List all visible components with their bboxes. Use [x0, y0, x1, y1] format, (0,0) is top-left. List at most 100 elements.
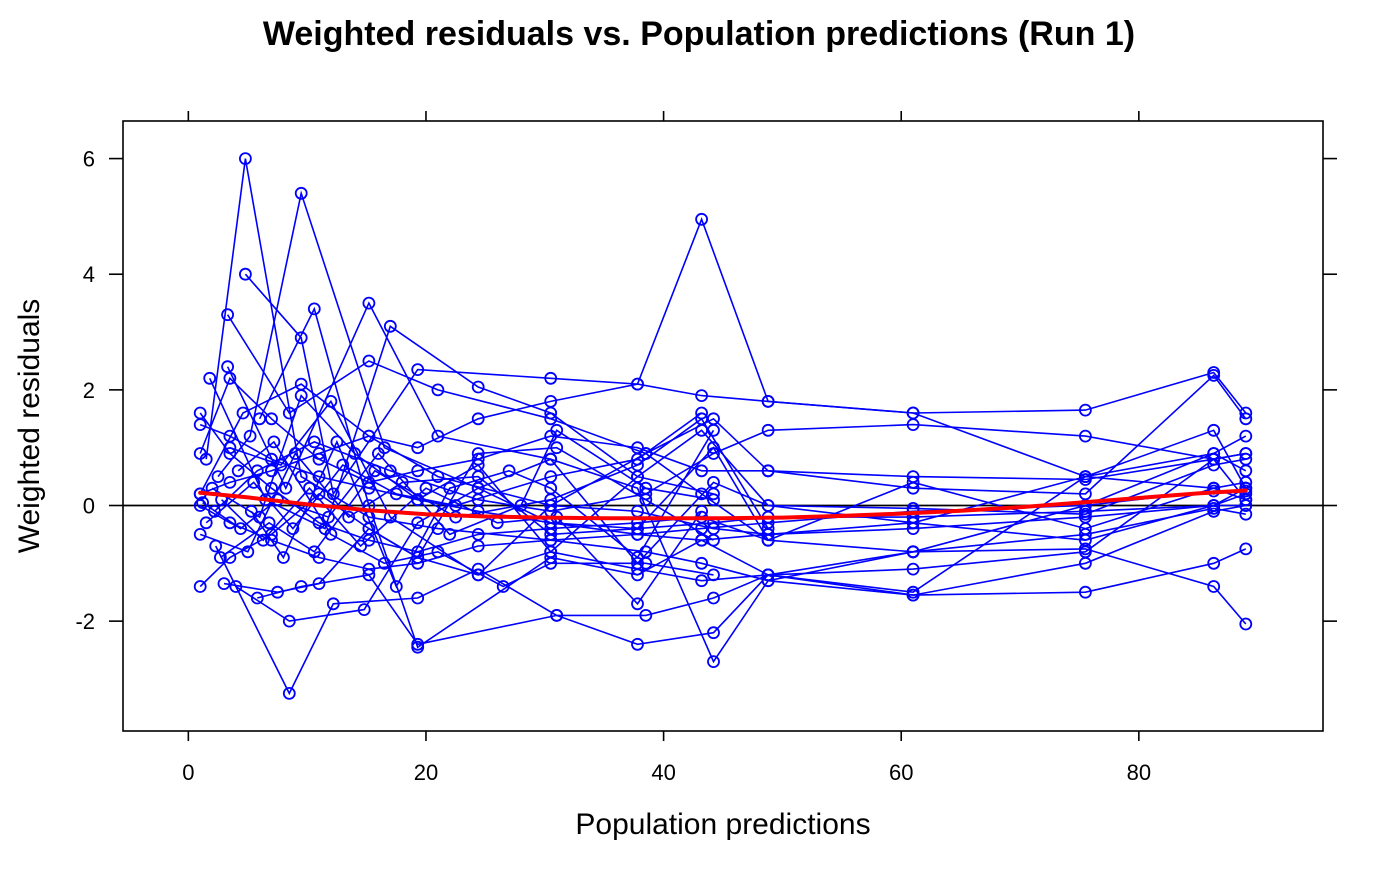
data-point [267, 435, 281, 449]
data-point [906, 562, 920, 576]
data-point [241, 545, 255, 559]
data-point [631, 528, 644, 541]
data-point [199, 516, 213, 530]
data-point [906, 516, 920, 530]
data-point [250, 591, 264, 605]
data-point [695, 212, 708, 226]
data-point [1239, 412, 1253, 426]
data-point [639, 481, 653, 495]
data-point [707, 626, 720, 640]
data-point [324, 528, 338, 541]
data-point [389, 580, 403, 593]
data-point [253, 412, 267, 426]
data-point [411, 591, 425, 605]
data-point [1207, 556, 1221, 570]
data-point [695, 487, 708, 501]
data-point [217, 577, 231, 590]
data-point [342, 510, 356, 524]
data-point [502, 464, 516, 478]
data-point [544, 481, 558, 495]
series-line [221, 486, 703, 606]
series-layer [199, 158, 1247, 696]
data-point [294, 331, 308, 345]
data-point [631, 452, 644, 466]
data-point [294, 470, 308, 484]
data-point [411, 464, 425, 478]
y-tick-label: 0 [83, 494, 95, 519]
data-point [419, 481, 433, 495]
data-point [324, 394, 338, 408]
data-point [389, 487, 403, 501]
data-point [1239, 617, 1253, 631]
data-point [221, 360, 235, 374]
data-point [265, 481, 278, 495]
data-point [223, 475, 237, 489]
data-point [1079, 470, 1092, 484]
data-point [1239, 447, 1253, 460]
x-tick-label: 20 [414, 760, 438, 785]
data-point [307, 545, 321, 559]
data-point [288, 447, 302, 460]
data-point [326, 597, 340, 611]
data-point [761, 394, 775, 408]
data-point [208, 504, 221, 518]
y-tick-label: 6 [83, 147, 95, 172]
x-tick-label: 60 [889, 760, 913, 785]
data-point [411, 637, 425, 651]
data-point [348, 447, 362, 460]
data-point [193, 406, 207, 420]
data-point [312, 470, 326, 484]
data-point [234, 522, 248, 535]
data-point [362, 475, 376, 489]
data-point [223, 516, 237, 530]
data-point [1239, 481, 1253, 495]
data-point [265, 528, 278, 541]
data-point [544, 371, 558, 385]
data-point [371, 447, 385, 460]
data-point [1207, 580, 1221, 593]
data-point [221, 308, 235, 322]
data-point [199, 452, 213, 466]
data-point [544, 406, 558, 420]
data-point [695, 533, 708, 547]
data-point [431, 470, 445, 484]
data-point [312, 577, 326, 590]
data-point [695, 406, 708, 420]
data-point [550, 423, 564, 437]
data-point [631, 556, 644, 570]
data-point [238, 152, 252, 166]
data-point [231, 464, 245, 478]
data-point [906, 475, 920, 489]
data-point [250, 464, 264, 478]
data-point [471, 412, 485, 426]
data-point [203, 371, 217, 385]
data-point [471, 447, 485, 460]
y-tick-label: 2 [83, 378, 95, 403]
data-point [431, 383, 445, 397]
data-point [223, 371, 237, 385]
data-point [307, 435, 321, 449]
series-line [205, 158, 1246, 596]
data-point [244, 504, 258, 518]
data-point [243, 429, 257, 443]
data-point [294, 389, 308, 403]
data-point [229, 580, 243, 593]
data-point [209, 539, 223, 553]
data-point [544, 412, 558, 426]
data-point [707, 441, 720, 455]
data-point [471, 452, 485, 466]
data-point [1207, 452, 1221, 466]
chart-title: Weighted residuals vs. Population predic… [263, 15, 1135, 53]
series-line [199, 446, 1246, 553]
y-tick-label: 4 [83, 262, 95, 287]
data-point [906, 585, 920, 599]
data-point [330, 435, 344, 449]
x-tick-label: 80 [1127, 760, 1151, 785]
series-line [226, 301, 1247, 664]
data-point [471, 568, 485, 582]
data-point [213, 551, 227, 564]
data-point [282, 687, 296, 700]
data-point [443, 528, 457, 541]
data-point [906, 406, 920, 420]
data-point [906, 481, 920, 495]
